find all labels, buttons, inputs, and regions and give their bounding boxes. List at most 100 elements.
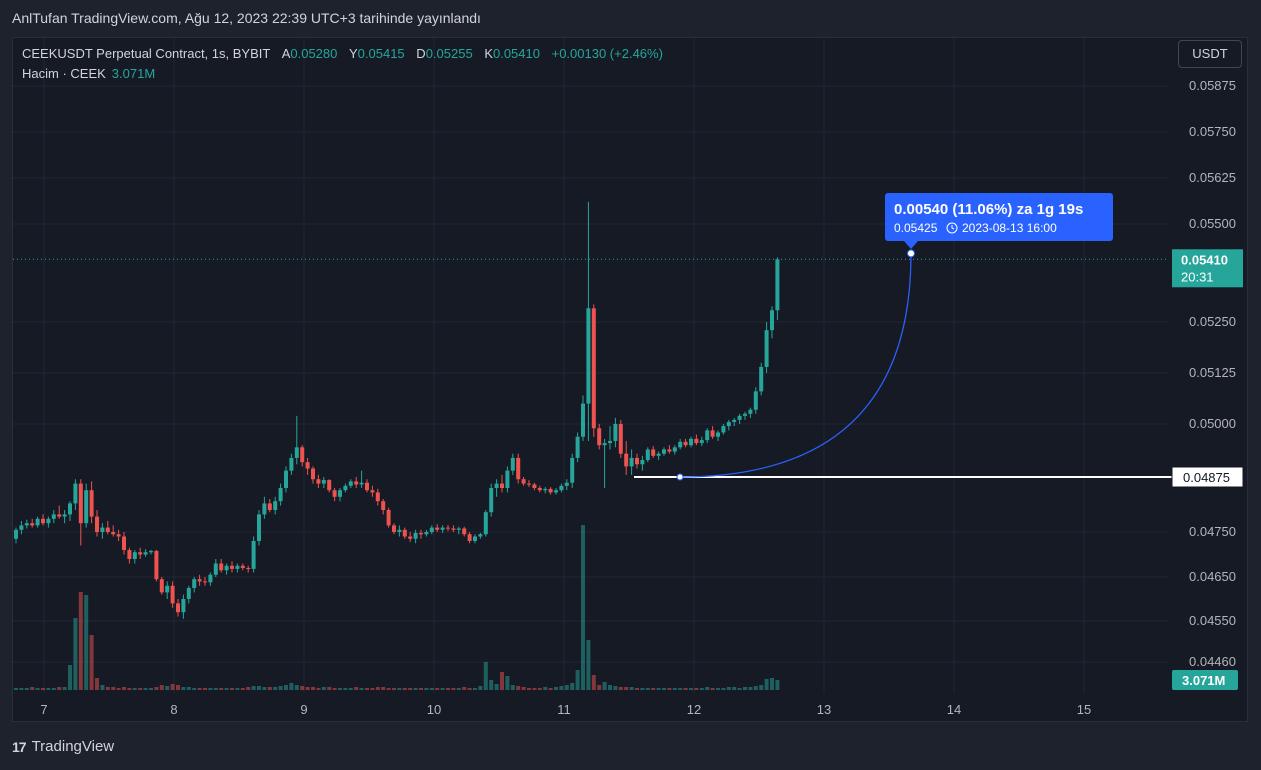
- volume-bar: [505, 676, 510, 690]
- candle: [105, 521, 110, 535]
- candle: [224, 563, 229, 575]
- candle: [505, 466, 510, 493]
- candle: [181, 594, 186, 619]
- candle: [397, 525, 402, 537]
- volume-bar: [375, 687, 380, 690]
- volume-bar: [564, 685, 569, 690]
- volume-bar: [435, 688, 440, 690]
- candle: [456, 526, 461, 535]
- candle-body: [224, 565, 229, 571]
- bar-countdown: 20:31: [1181, 269, 1214, 284]
- candle-body: [510, 457, 515, 471]
- volume-bar: [613, 686, 618, 690]
- time-tick-label: 8: [170, 702, 177, 717]
- candle: [764, 322, 769, 373]
- candle: [726, 419, 731, 431]
- volume-bar: [354, 687, 359, 690]
- candle-body: [186, 588, 191, 599]
- time-tick-label: 15: [1077, 702, 1091, 717]
- candle-body: [278, 488, 283, 502]
- volume-bar: [78, 592, 83, 690]
- candle: [208, 572, 213, 586]
- candle: [408, 532, 413, 542]
- candle: [624, 440, 629, 475]
- tradingview-footer[interactable]: 17 TradingView: [12, 738, 114, 755]
- candle: [586, 201, 591, 441]
- candle: [473, 534, 477, 544]
- candle: [203, 577, 207, 586]
- chart-frame[interactable]: [12, 37, 1248, 722]
- candle-body: [84, 490, 89, 524]
- candle: [440, 525, 445, 533]
- curve-end-handle: [907, 249, 915, 258]
- volume-bar: [100, 685, 105, 690]
- candle: [386, 507, 391, 528]
- candle: [651, 446, 656, 458]
- candle: [14, 527, 18, 544]
- candle: [618, 419, 623, 458]
- candle-body: [46, 518, 51, 524]
- candle: [667, 445, 672, 454]
- volume-bar: [510, 685, 515, 690]
- candle: [656, 451, 661, 461]
- price-axis[interactable]: 0.05875 0.05750 0.05625 0.05500 0.05250 0.051…: [1171, 78, 1244, 690]
- candle: [570, 453, 575, 488]
- volume-bar: [527, 688, 531, 690]
- open-label: A: [281, 46, 291, 61]
- volume-bar: [721, 688, 726, 690]
- volume-bar: [570, 683, 575, 690]
- candle: [608, 426, 612, 450]
- candle-body: [705, 430, 710, 441]
- volume-bar: [467, 688, 472, 690]
- candle: [591, 304, 596, 437]
- candle-body: [267, 503, 272, 510]
- price-tick-label: 0.04750: [1189, 524, 1236, 539]
- last-price-value: 0.05410: [1181, 252, 1228, 267]
- candle: [375, 488, 380, 506]
- candle: [602, 438, 607, 488]
- volume-bar: [343, 688, 348, 690]
- last-price-tag: [1172, 249, 1243, 288]
- volume-bar: [716, 688, 720, 690]
- symbol-title[interactable]: CEEKUSDT Perpetual Contract, 1s, BYBIT: [22, 46, 271, 61]
- candle-body: [451, 528, 456, 530]
- candle: [289, 453, 294, 475]
- volume-bars: [14, 525, 780, 690]
- candlestick-series: [14, 201, 780, 619]
- candle-body: [608, 440, 612, 444]
- candle: [678, 438, 683, 450]
- currency-button[interactable]: USDT: [1178, 40, 1242, 68]
- candle: [381, 499, 386, 515]
- candle-body: [68, 503, 72, 515]
- tradingview-logo-icon: 17: [12, 738, 27, 755]
- candle-body: [759, 366, 764, 392]
- candle-body: [143, 552, 148, 555]
- clock-hands: [951, 225, 955, 230]
- candle: [176, 599, 180, 617]
- volume-bar: [532, 688, 537, 690]
- volume-bar: [240, 688, 245, 690]
- volume-bar: [597, 685, 602, 690]
- candle-body: [240, 565, 245, 568]
- volume-bar: [62, 687, 67, 690]
- candle-body: [51, 514, 56, 519]
- candle-body: [694, 438, 699, 444]
- candle: [143, 549, 148, 557]
- volume-bar: [186, 687, 191, 690]
- close-value: 0.05410: [492, 46, 540, 61]
- candle-body: [311, 468, 315, 480]
- candle-body: [392, 525, 396, 532]
- candle-body: [30, 523, 35, 526]
- publish-header: AnlTufan TradingView.com, Ağu 12, 2023 2…: [12, 10, 481, 26]
- volume-bar: [759, 685, 764, 690]
- volume-bar: [494, 684, 499, 690]
- candle-body: [532, 484, 537, 488]
- time-axis[interactable]: 7 8 9 10 11 12 13 14 15: [40, 702, 1091, 717]
- candle: [435, 524, 440, 532]
- candle-body: [629, 457, 634, 467]
- volume-bar: [149, 688, 153, 690]
- volume-label[interactable]: Hacim · CEEK: [22, 66, 106, 81]
- candle: [597, 424, 602, 450]
- volume-bar: [251, 686, 256, 690]
